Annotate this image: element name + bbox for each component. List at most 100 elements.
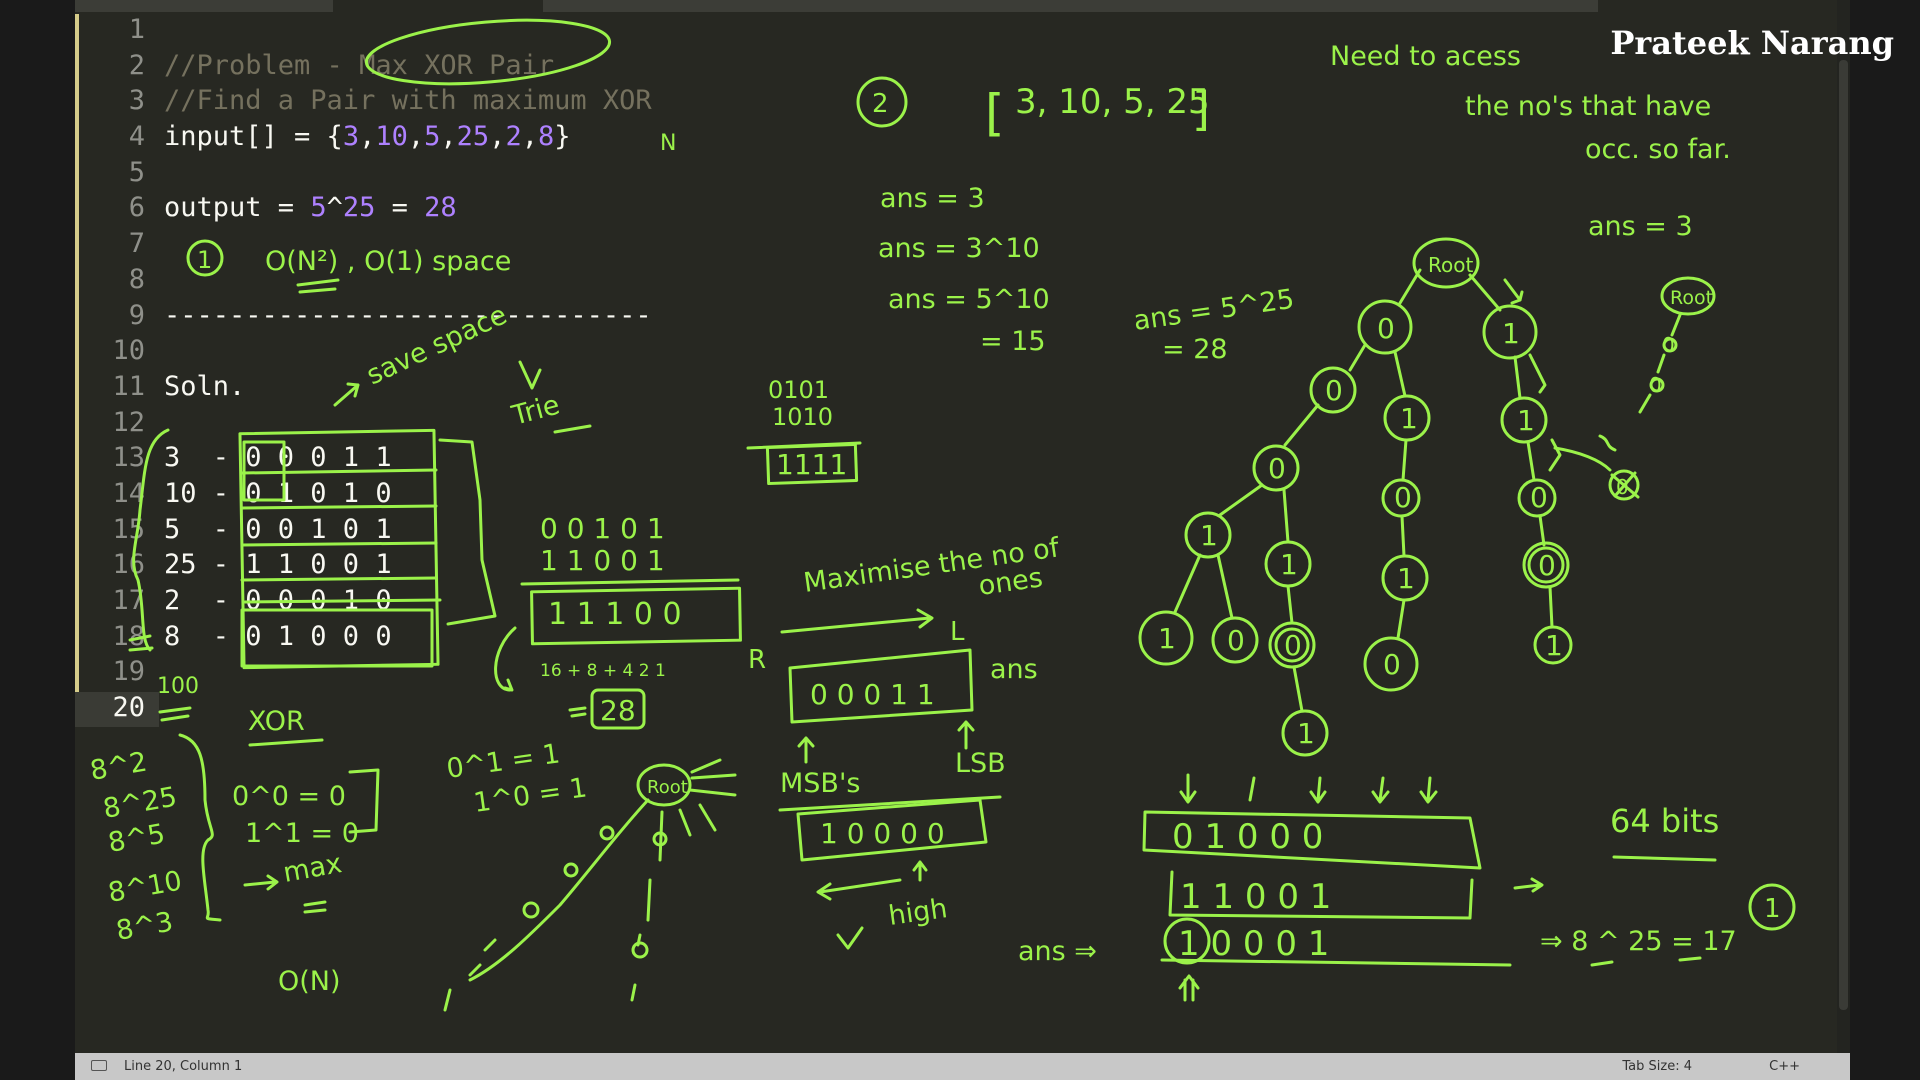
svg-text:0: 0 <box>1649 373 1662 397</box>
svg-text:1: 1 <box>1400 402 1418 435</box>
code-token: 25 - 1 1 0 0 1 <box>164 549 392 581</box>
active-tab[interactable] <box>333 0 543 12</box>
hundred-underline <box>158 706 192 722</box>
code-line[interactable]: Soln. <box>164 369 652 405</box>
lsb-arrow <box>957 720 975 750</box>
svg-text:0: 0 <box>1394 481 1412 514</box>
code-token: } <box>554 121 571 153</box>
code-token: , <box>359 121 376 153</box>
svg-text:1: 1 <box>1297 717 1315 750</box>
code-token: //Problem - Max XOR Pair <box>164 49 555 81</box>
high-bits: 1 0 0 0 0 <box>820 817 945 850</box>
xor-operand-b: 1 1 0 0 1 <box>540 544 665 577</box>
ans-trie-3: ans = 3 <box>1588 211 1693 242</box>
right-margin <box>1850 0 1920 1080</box>
trie-text: Trie <box>508 389 563 432</box>
code-editor[interactable]: 1 2 3 4 5 6 7 8 9 10 11 12 13 14 15 16 17 18 19 20 //Proble… <box>75 0 1850 1053</box>
line-number: 16 <box>112 549 145 581</box>
syntax-selector[interactable]: C++ <box>1769 1059 1800 1074</box>
high-label: high <box>887 893 950 932</box>
code-token: 25 <box>342 192 376 224</box>
high-bits-box <box>796 798 988 862</box>
line-number: 2 <box>128 49 145 81</box>
svg-text:0: 0 <box>1377 312 1395 345</box>
line-number: 4 <box>128 121 145 153</box>
crossed-node <box>1608 469 1640 501</box>
code-line[interactable]: //Problem - Max XOR Pair <box>164 48 652 84</box>
bits64-underline <box>1612 855 1717 862</box>
r-mark: R <box>748 645 766 675</box>
right-arrow-1 <box>1513 877 1544 893</box>
code-line[interactable]: 25 - 1 1 0 0 1 <box>164 547 652 583</box>
trie2-edges <box>1173 268 1554 713</box>
status-bar: Line 20, Column 1 Tab Size: 4 C++ <box>75 1053 1850 1080</box>
tab-size-selector[interactable]: Tab Size: 4 <box>1622 1059 1692 1074</box>
code-token: 5 <box>310 192 327 224</box>
svg-text:1: 1 <box>1158 622 1176 655</box>
trie2-arrows <box>1503 278 1547 394</box>
code-area[interactable]: //Problem - Max XOR Pair //Find a Pair wi… <box>164 12 652 726</box>
approach-2-number: 2 <box>872 89 889 119</box>
code-token: 3 <box>342 121 360 153</box>
bits-row-3: 1 0 0 0 1 <box>1178 924 1329 964</box>
panel-toggle-icon[interactable] <box>91 1060 107 1071</box>
max-arrow <box>243 874 279 891</box>
code-line[interactable]: 8 - 0 1 0 0 0 <box>164 619 652 655</box>
trie1-root-node <box>636 763 692 807</box>
code-token: input[] = { <box>164 121 343 153</box>
code-token: , <box>407 121 425 153</box>
tab-bar <box>75 0 1598 12</box>
code-line[interactable]: 5 - 0 0 1 0 1 <box>164 512 652 548</box>
svg-text:1: 1 <box>1764 894 1781 924</box>
code-line[interactable]: ------------------------------ <box>164 298 652 334</box>
title-ellipse <box>364 18 612 86</box>
svg-text:0: 0 <box>1284 629 1302 662</box>
line-number: 19 <box>112 656 145 688</box>
root-label-1: Root <box>1428 253 1473 277</box>
bits-row2-box <box>1168 870 1474 920</box>
code-token: 10 <box>375 121 408 153</box>
check-mark <box>836 926 864 950</box>
row-8-box <box>240 608 434 668</box>
msb-arrow <box>797 736 815 764</box>
scrollbar-thumb[interactable] <box>1839 60 1848 1010</box>
xor-underline <box>248 738 324 747</box>
code-line[interactable]: input[] = {3,10,5,25,2,8} <box>164 119 652 155</box>
approach-1-circle <box>186 239 224 277</box>
code-line[interactable]: output = 5^25 = 28 <box>164 190 652 226</box>
code-token: , <box>440 121 457 153</box>
array-values: 3, 10, 5, 25 <box>1015 82 1210 122</box>
ans-step-4: ans = 5^25 <box>1132 284 1296 337</box>
final-result: ⇒ 8 ^ 25 = 17 <box>1540 926 1737 957</box>
trie1-left-branch <box>443 798 650 1012</box>
xor-list-3: 8^5 <box>106 818 168 858</box>
current-line-highlight <box>75 692 159 727</box>
result-17-circle <box>1748 883 1796 931</box>
up-arrow <box>912 860 928 882</box>
approach-1-number: 1 <box>197 246 212 274</box>
bits-row-1: 0 1 0 0 0 <box>1172 817 1323 857</box>
svg-text:1: 1 <box>1200 519 1218 552</box>
binary-top-2: 1010 <box>772 403 833 431</box>
approach-2-circle <box>856 76 908 128</box>
binary-top-1: 0101 <box>768 376 829 404</box>
code-token: 28 <box>424 192 457 224</box>
xor-top-line <box>520 578 740 586</box>
xor-result-box <box>530 586 742 646</box>
line-number: 5 <box>128 156 145 188</box>
row-18-arrow <box>128 634 154 652</box>
svg-text:1: 1 <box>1545 629 1563 662</box>
code-line[interactable]: 3 - 0 0 0 1 1 <box>164 440 652 476</box>
code-line[interactable]: //Find a Pair with maximum XOR <box>164 83 652 119</box>
svg-text:0: 0 <box>1227 624 1245 657</box>
svg-text:1: 1 <box>1280 548 1298 581</box>
svg-text:1: 1 <box>1517 404 1535 437</box>
svg-text:0: 0 <box>1383 648 1401 681</box>
trie2-dotted <box>1553 446 1612 472</box>
svg-text:0: 0 <box>1616 475 1629 499</box>
cursor-position[interactable]: Line 20, Column 1 <box>124 1059 243 1074</box>
cross-out <box>1610 471 1640 499</box>
ans-bits-box <box>788 648 974 724</box>
code-token: 8 <box>537 121 555 153</box>
line-number: 7 <box>128 228 145 260</box>
